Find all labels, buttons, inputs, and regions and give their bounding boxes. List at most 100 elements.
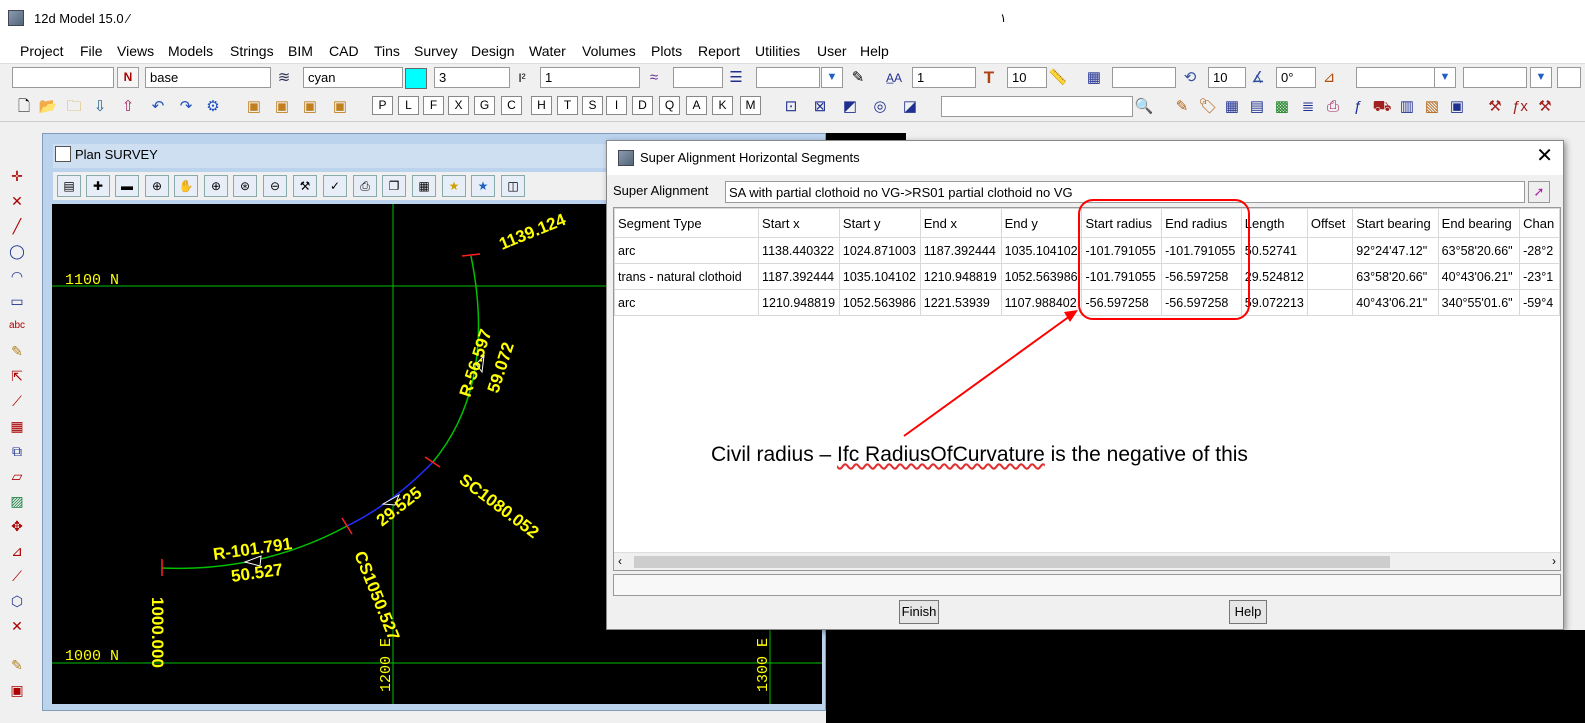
col-segment-type[interactable]: Segment Type — [614, 208, 760, 238]
snap-C-button[interactable]: C — [501, 96, 522, 115]
text-height-field[interactable]: 10 — [1007, 67, 1047, 88]
name-field[interactable] — [12, 67, 114, 88]
brush-icon[interactable]: ✎ — [11, 343, 23, 359]
grid-field[interactable] — [1112, 67, 1176, 88]
cell-start-y[interactable]: 1052.563986 — [838, 289, 921, 316]
menu-volumes[interactable]: Volumes — [582, 43, 636, 59]
arc-icon[interactable]: ◠ — [10, 268, 24, 284]
plan-remove-icon[interactable]: ▬ — [115, 175, 139, 197]
delete-icon[interactable]: ✕ — [11, 618, 23, 634]
menu-water[interactable]: Water — [529, 43, 566, 59]
tag-icon[interactable]: 🏷 — [1198, 98, 1218, 115]
command-search-input[interactable] — [941, 96, 1133, 117]
menu-file[interactable]: File — [80, 43, 103, 59]
zoom-in-icon[interactable]: ⊕ — [145, 175, 169, 197]
snap-Q-button[interactable]: Q — [659, 96, 680, 115]
snap-tangent-icon[interactable]: ◪ — [902, 98, 918, 115]
snap-cross-icon[interactable]: ⊠ — [813, 98, 827, 115]
polygon-icon[interactable]: ⬡ — [10, 593, 24, 609]
new-file-icon[interactable]: 🗋 — [17, 98, 31, 115]
snap-line-icon[interactable]: ◩ — [842, 98, 858, 115]
list-icon[interactable]: ▥ — [1399, 98, 1415, 115]
tools-icon[interactable]: ⚒ — [1538, 98, 1552, 115]
menu-plots[interactable]: Plots — [651, 43, 683, 59]
table-tool-icon[interactable]: ▦ — [10, 418, 24, 434]
cell-end-bearing[interactable]: 340°55'01.6" — [1437, 289, 1521, 316]
symbol-field[interactable] — [756, 67, 820, 88]
col-end-y[interactable]: End y — [1000, 208, 1083, 238]
cell-length[interactable]: 50.52741 — [1240, 237, 1308, 264]
snap-K-button[interactable]: K — [712, 96, 733, 115]
cell-start-x[interactable]: 1187.392444 — [758, 263, 840, 290]
redo-icon[interactable]: ↷ — [179, 98, 193, 115]
line-icon[interactable]: ╱ — [12, 218, 22, 234]
snap-D-button[interactable]: D — [632, 96, 653, 115]
cell-end-x[interactable]: 1210.948819 — [919, 263, 1002, 290]
box-icon[interactable]: ▣ — [10, 682, 24, 698]
filter-field-3[interactable] — [1557, 67, 1581, 88]
cell-start-x[interactable]: 1210.948819 — [758, 289, 840, 316]
text-style-icon[interactable]: A̲A — [885, 71, 902, 85]
super-alignment-field[interactable]: SA with partial clothoid no VG->RS01 par… — [725, 181, 1525, 203]
name-icon[interactable]: N — [117, 67, 139, 88]
stairs-icon[interactable]: ⊿ — [11, 543, 23, 559]
col-offset[interactable]: Offset — [1306, 208, 1354, 238]
finish-button[interactable]: Finish — [899, 600, 939, 624]
fx-icon[interactable]: ƒx — [1512, 98, 1528, 115]
plot-icon[interactable]: ⎙ — [1326, 98, 1339, 115]
cell-start-y[interactable]: 1024.871003 — [838, 237, 921, 264]
weight-field[interactable]: 3 — [434, 67, 510, 88]
print-icon[interactable]: ⎙ — [353, 175, 377, 197]
cell-segment-type[interactable]: trans - natural clothoid — [614, 263, 760, 290]
menu-user[interactable]: User — [817, 43, 847, 59]
menu-survey[interactable]: Survey — [414, 43, 458, 59]
cell-start-bearing[interactable]: 63°58'20.66" — [1352, 263, 1439, 290]
lineweight-icon[interactable]: ☰ — [729, 69, 743, 86]
cell-offset[interactable] — [1306, 237, 1354, 264]
filter-field-1[interactable] — [1356, 67, 1436, 88]
cell-offset[interactable] — [1306, 263, 1354, 290]
import-icon[interactable]: ⇩ — [93, 98, 107, 115]
edit-icon[interactable]: ✎ — [1175, 98, 1189, 115]
scrollbar-thumb[interactable] — [634, 556, 1390, 568]
snap-P-button[interactable]: P — [372, 96, 393, 115]
filter-dropdown-2-icon[interactable]: ▼ — [1530, 67, 1552, 88]
cell-start-radius[interactable]: -56.597258 — [1081, 289, 1163, 316]
menu-help[interactable]: Help — [860, 43, 889, 59]
snap-F-button[interactable]: F — [423, 96, 444, 115]
favourite-icon[interactable]: ★ — [442, 175, 466, 197]
snap-M-button[interactable]: M — [740, 96, 761, 115]
snap-circle-icon[interactable]: ◎ — [873, 98, 887, 115]
snap-T-button[interactable]: T — [557, 96, 578, 115]
snap-H-button[interactable]: H — [531, 96, 552, 115]
col-end-radius[interactable]: End radius — [1161, 208, 1242, 238]
circle-icon[interactable]: ◯ — [9, 243, 25, 259]
text-tool-icon[interactable]: abc — [8, 320, 26, 331]
zoom-window-icon[interactable]: ⊕ — [204, 175, 228, 197]
report-icon[interactable]: ▤ — [1249, 98, 1265, 115]
linestyle-field[interactable] — [673, 67, 723, 88]
move-point-icon[interactable]: ⇱ — [11, 368, 23, 384]
shape-icon[interactable]: ▱ — [11, 468, 23, 484]
z-field[interactable]: 1 — [540, 67, 640, 88]
pick-icon[interactable]: ✓ — [323, 175, 347, 197]
snap-X-button[interactable]: X — [448, 96, 469, 115]
text-size-field[interactable]: 1 — [912, 67, 976, 88]
grid-icon[interactable]: ▦ — [1086, 69, 1102, 86]
cross-icon[interactable]: ✕ — [11, 193, 23, 209]
cell-segment-type[interactable]: arc — [614, 289, 760, 316]
snap-S-button[interactable]: S — [582, 96, 603, 115]
colour-field[interactable]: cyan — [303, 67, 403, 88]
cell-end-radius[interactable]: -56.597258 — [1161, 263, 1242, 290]
tools-icon[interactable]: ⚒ — [293, 175, 317, 197]
slope-tool-icon[interactable]: ⟋ — [12, 568, 22, 584]
menu-tins[interactable]: Tins — [374, 43, 400, 59]
snap-I-button[interactable]: I — [606, 96, 627, 115]
plan-add-icon[interactable]: ✚ — [86, 175, 110, 197]
window-icon[interactable]: ▣ — [1449, 98, 1465, 115]
cell-length[interactable]: 29.524812 — [1240, 263, 1308, 290]
z-value-icon[interactable]: I² — [518, 71, 526, 85]
horizontal-scrollbar[interactable]: ‹ › — [614, 552, 1560, 570]
view-new-icon[interactable]: ▣ — [246, 98, 262, 115]
undo-icon[interactable]: ↶ — [151, 98, 165, 115]
